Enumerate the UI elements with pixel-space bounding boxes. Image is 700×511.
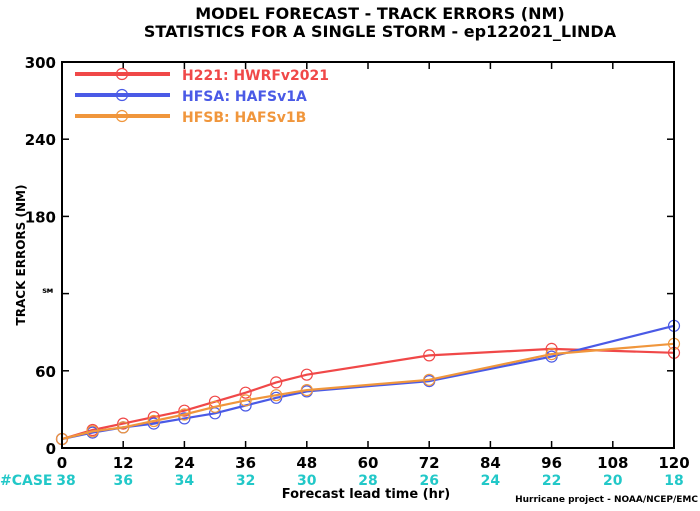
case-count-value: 34 [175,473,195,489]
y-tick-label: 300 [25,54,56,72]
legend-entry-hafsb: HFSB: HAFSv1B [75,109,306,126]
series-1-point [178,412,191,425]
series-layer [55,319,681,446]
series-0-point [300,368,313,381]
case-count-value: 18 [664,473,683,489]
y-tick-label: 180 [25,208,56,226]
chart-title: MODEL FORECAST - TRACK ERRORS (NM) [195,4,564,23]
y-tick-label: ℠ [41,286,56,304]
legend-marker-hwrf [115,67,129,81]
x-axis-label: Forecast lead time (hr) [282,487,450,502]
y-tick-label: 60 [35,363,56,381]
legend-marker-hafsa [115,88,129,102]
case-count-value: 20 [603,473,623,489]
legend-marker-hafsb [115,109,129,123]
case-count-value: 36 [113,473,132,489]
x-tick-label: 84 [480,454,501,472]
series-2-point [86,425,99,438]
series-2-point [117,421,130,434]
case-count-label: #CASE [0,473,53,489]
legend-entry-hwrf: H221: HWRFv2021 [75,67,329,84]
y-tick-label: 240 [25,131,56,149]
case-count-value: 32 [236,473,255,489]
x-tick-label: 108 [597,454,628,472]
credit-text: Hurricane project - NOAA/NCEP/EMC [515,495,698,505]
x-tick-label: 36 [235,454,256,472]
case-count-value: 26 [419,473,438,489]
plot-frame [61,61,675,449]
series-2-point [178,408,191,421]
series-line-2 [61,342,675,441]
series-0-point [239,386,252,399]
series-2-point [239,394,252,407]
x-tick-label: 24 [174,454,195,472]
y-axis-label: TRACK ERRORS (NM) [14,185,28,326]
case-counts-layer: 38 36 34 32 30 28 26 24 22 20 18 [56,473,683,489]
x-tick-label: 48 [296,454,317,472]
chart-subtitle: STATISTICS FOR A SINGLE STORM - ep122021… [144,22,617,41]
case-count-value: 38 [56,473,75,489]
series-2-point [300,384,313,397]
series-0-point [423,349,436,362]
legend-label-hafsa: HFSA: HAFSv1A [182,89,307,105]
case-count-value: 22 [542,473,561,489]
case-count-value: 30 [297,473,317,489]
legend-label-hwrf: H221: HWRFv2021 [182,68,329,84]
legend: H221: HWRFv2021 HFSA: HAFSv1A HFSB: HAFS… [75,67,329,126]
legend-label-hafsb: HFSB: HAFSv1B [182,110,306,126]
x-tick-label: 72 [419,454,440,472]
y-tick-label: 0 [46,440,56,458]
legend-entry-hafsa: HFSA: HAFSv1A [75,88,307,105]
series-2-point [423,373,436,386]
series-2-point [545,348,558,361]
x-tick-label: 96 [541,454,562,472]
axes-layer: 0 12 24 36 48 60 72 84 96 108 120 0 60 ℠ 180 240 300 [25,54,690,472]
x-tick-label: 60 [358,454,379,472]
x-tick-label: 0 [57,454,67,472]
series-0-point [178,404,191,417]
series-2-point [147,414,160,428]
series-line-0 [61,347,675,441]
series-0-point [117,417,130,430]
series-2-point [208,400,222,413]
case-count-value: 28 [358,473,377,489]
x-tick-label: 120 [658,454,689,472]
x-tick-label: 12 [113,454,134,472]
series-0-point [270,376,283,389]
case-count-value: 24 [481,473,501,489]
series-2-point [270,389,283,402]
